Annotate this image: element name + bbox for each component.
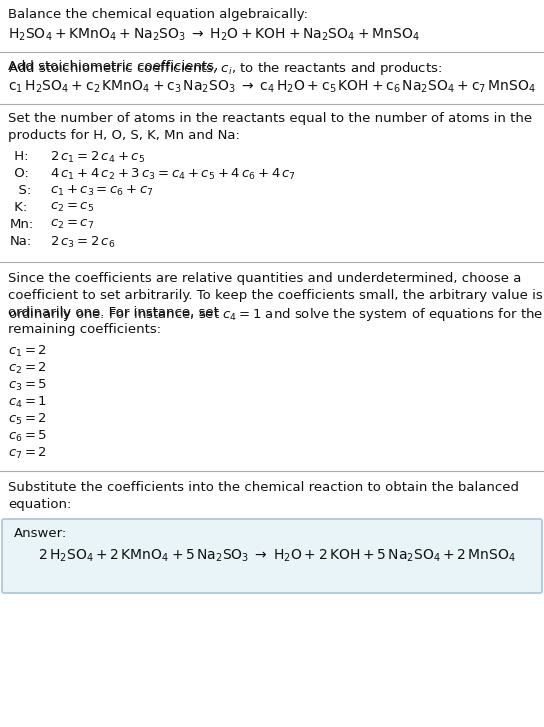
Text: S:: S: bbox=[10, 184, 31, 197]
Text: $c_1 = 2$: $c_1 = 2$ bbox=[8, 344, 47, 359]
Text: $\mathsf{H_2SO_4 + KMnO_4 + Na_2SO_3 \;\rightarrow\; H_2O + KOH + Na_2SO_4 + MnS: $\mathsf{H_2SO_4 + KMnO_4 + Na_2SO_3 \;\… bbox=[8, 27, 419, 44]
Text: Substitute the coefficients into the chemical reaction to obtain the balanced: Substitute the coefficients into the che… bbox=[8, 481, 519, 494]
Text: $c_2 = c_5$: $c_2 = c_5$ bbox=[50, 201, 94, 214]
Text: $c_6 = 5$: $c_6 = 5$ bbox=[8, 429, 47, 444]
FancyBboxPatch shape bbox=[2, 519, 542, 593]
Text: O:: O: bbox=[10, 167, 29, 180]
Text: Set the number of atoms in the reactants equal to the number of atoms in the: Set the number of atoms in the reactants… bbox=[8, 112, 532, 125]
Text: $4\,c_1 + 4\,c_2 + 3\,c_3 = c_4 + c_5 + 4\,c_6 + 4\,c_7$: $4\,c_1 + 4\,c_2 + 3\,c_3 = c_4 + c_5 + … bbox=[50, 167, 296, 182]
Text: $\mathsf{c_1\,H_2SO_4 + c_2\,KMnO_4 + c_3\,Na_2SO_3 \;\rightarrow\; c_4\,H_2O + : $\mathsf{c_1\,H_2SO_4 + c_2\,KMnO_4 + c_… bbox=[8, 79, 536, 95]
Text: coefficient to set arbitrarily. To keep the coefficients small, the arbitrary va: coefficient to set arbitrarily. To keep … bbox=[8, 289, 543, 302]
Text: $2\,c_1 = 2\,c_4 + c_5$: $2\,c_1 = 2\,c_4 + c_5$ bbox=[50, 150, 145, 165]
Text: $2\,c_3 = 2\,c_6$: $2\,c_3 = 2\,c_6$ bbox=[50, 235, 115, 250]
Text: $c_1 + c_3 = c_6 + c_7$: $c_1 + c_3 = c_6 + c_7$ bbox=[50, 184, 154, 198]
Text: H:: H: bbox=[10, 150, 28, 163]
Text: equation:: equation: bbox=[8, 498, 71, 511]
Text: $c_4 = 1$: $c_4 = 1$ bbox=[8, 395, 47, 410]
Text: $c_5 = 2$: $c_5 = 2$ bbox=[8, 412, 47, 427]
Text: $\mathsf{2\,H_2SO_4 + 2\,KMnO_4 + 5\,Na_2SO_3 \;\rightarrow\; H_2O + 2\,KOH + 5\: $\mathsf{2\,H_2SO_4 + 2\,KMnO_4 + 5\,Na_… bbox=[38, 548, 516, 564]
Text: Answer:: Answer: bbox=[14, 527, 67, 540]
Text: Mn:: Mn: bbox=[10, 218, 34, 231]
Text: $c_2 = 2$: $c_2 = 2$ bbox=[8, 361, 47, 376]
Text: $c_2 = c_7$: $c_2 = c_7$ bbox=[50, 218, 94, 231]
Text: remaining coefficients:: remaining coefficients: bbox=[8, 323, 161, 336]
Text: ordinarily one. For instance, set: ordinarily one. For instance, set bbox=[8, 306, 223, 319]
Text: Since the coefficients are relative quantities and underdetermined, choose a: Since the coefficients are relative quan… bbox=[8, 272, 521, 285]
Text: Add stoichiometric coefficients, $c_i$, to the reactants and products:: Add stoichiometric coefficients, $c_i$, … bbox=[8, 60, 442, 77]
Text: K:: K: bbox=[10, 201, 27, 214]
Text: Balance the chemical equation algebraically:: Balance the chemical equation algebraica… bbox=[8, 8, 308, 21]
Text: $c_7 = 2$: $c_7 = 2$ bbox=[8, 446, 47, 461]
Text: $c_3 = 5$: $c_3 = 5$ bbox=[8, 378, 47, 393]
Text: Na:: Na: bbox=[10, 235, 32, 248]
Text: Add stoichiometric coefficients,: Add stoichiometric coefficients, bbox=[8, 60, 222, 73]
Text: products for H, O, S, K, Mn and Na:: products for H, O, S, K, Mn and Na: bbox=[8, 129, 240, 142]
Text: ordinarily one. For instance, set $c_4 = 1$ and solve the system of equations fo: ordinarily one. For instance, set $c_4 =… bbox=[8, 306, 543, 323]
